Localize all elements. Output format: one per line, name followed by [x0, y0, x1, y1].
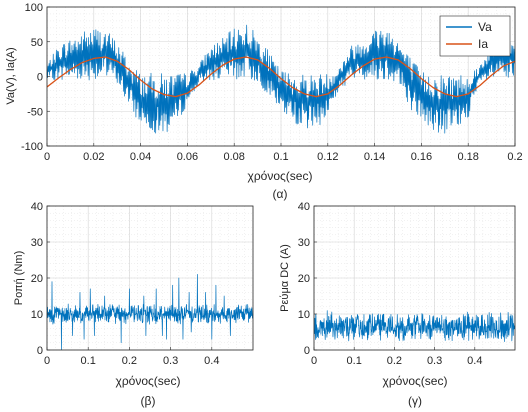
x-tick-label: 0.02 — [83, 151, 104, 163]
x-tick-label: 0.1 — [347, 355, 362, 367]
x-axis-label: χρόνος(sec) — [383, 374, 448, 388]
y-tick-label: -100 — [21, 141, 43, 153]
y-tick-label: 30 — [298, 237, 310, 249]
y-axis-label: Ρεύμα DC (A) — [279, 244, 291, 312]
x-tick-label: 0.06 — [177, 151, 198, 163]
x-tick-label: 0.12 — [317, 151, 338, 163]
legend-label-ia: Ia — [478, 37, 488, 51]
legend-label-va: Va — [478, 20, 492, 34]
x-axis-label: χρόνος(sec) — [116, 374, 181, 388]
x-tick-label: 0.2 — [387, 355, 402, 367]
x-tick-label: 0 — [44, 151, 50, 163]
y-axis-label: Va(V), Ia(A) — [5, 47, 17, 104]
x-tick-label: 0.2 — [122, 355, 137, 367]
x-tick-label: 0 — [44, 355, 50, 367]
y-axis-label: Ροπή (Nm) — [13, 251, 25, 306]
chart-caption: (β) — [141, 394, 156, 408]
chart-alpha: 0 0.02 0.04 0.06 0.08 0.1 0.12 0.14 0.16 0.18 0.2 -… — [5, 2, 523, 201]
x-tick-label: 0.4 — [204, 355, 219, 367]
series-line — [47, 274, 253, 350]
chart-caption: (α) — [273, 187, 288, 201]
y-tick-label: 40 — [298, 201, 310, 213]
x-tick-label: 0.18 — [457, 151, 478, 163]
y-tick-label: 100 — [25, 2, 43, 14]
x-tick-label: 0.2 — [507, 151, 522, 163]
y-tick-label: 10 — [298, 309, 310, 321]
x-tick-label: 0.1 — [273, 151, 288, 163]
x-tick-label: 0.4 — [467, 355, 482, 367]
y-tick-label: 30 — [31, 237, 43, 249]
y-tick-label: 0 — [37, 72, 43, 84]
y-tick-label: 0 — [304, 345, 310, 357]
chart-legend: Va Ia — [439, 15, 511, 57]
chart-caption: (γ) — [408, 394, 422, 408]
y-tick-label: 20 — [298, 273, 310, 285]
chart-gamma: 0 0.1 0.2 0.3 0.4 0 10 20 30 40 χρόνος(sec) Ρεύμα… — [279, 201, 516, 408]
x-tick-label: 0.3 — [427, 355, 442, 367]
chart-beta: 0 0.1 0.2 0.3 0.4 0 10 20 30 40 χρόνος(sec) Ροπή … — [13, 201, 254, 408]
y-tick-label: -50 — [27, 106, 43, 118]
x-tick-label: 0 — [311, 355, 317, 367]
series-va-line — [47, 24, 515, 134]
x-tick-label: 0.16 — [411, 151, 432, 163]
series-ia-line — [47, 56, 515, 98]
y-tick-label: 40 — [31, 201, 43, 213]
y-tick-label: 20 — [31, 273, 43, 285]
x-tick-label: 0.08 — [223, 151, 244, 163]
x-tick-label: 0.1 — [81, 355, 96, 367]
x-axis-label: χρόνος(sec) — [248, 169, 313, 183]
series-line — [314, 310, 515, 342]
x-tick-label: 0.3 — [163, 355, 178, 367]
legend-box — [439, 15, 511, 57]
y-tick-label: 0 — [37, 345, 43, 357]
x-tick-label: 0.04 — [130, 151, 151, 163]
y-tick-label: 10 — [31, 309, 43, 321]
x-tick-label: 0.14 — [364, 151, 385, 163]
y-tick-label: 50 — [31, 37, 43, 49]
